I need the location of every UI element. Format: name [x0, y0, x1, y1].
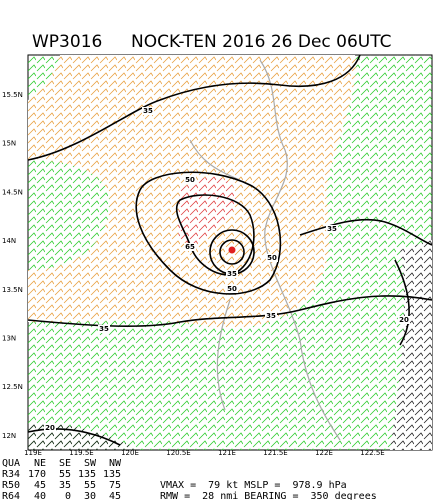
table-cell: 75 [109, 480, 121, 491]
table-cell: 45 [34, 480, 46, 491]
contour-label: 35 [99, 325, 109, 333]
lon-label: 120E [121, 449, 139, 457]
contour-line [27, 428, 121, 446]
lon-label: 119.5E [69, 449, 93, 457]
contour-label: 35 [327, 225, 337, 233]
contour-label: 50 [267, 254, 277, 262]
contour-label-bg [266, 254, 278, 262]
contour-label: 65 [185, 243, 195, 251]
contour-line [394, 259, 410, 346]
lon-label: 122E [315, 449, 333, 457]
table-header: NE [34, 458, 46, 469]
contour-label-bg [44, 424, 56, 432]
contour-line [27, 54, 361, 161]
contour-label: 35 [266, 312, 276, 320]
lat-label: 15N [2, 140, 16, 148]
table-cell: 135 [78, 469, 96, 480]
rmw-line: RMW = 28 nmi BEARING = 350 degrees [160, 491, 377, 500]
table-header: SE [59, 458, 71, 469]
wind-field-red [177, 176, 236, 245]
table-cell: 135 [103, 469, 121, 480]
contour-labels: 35 50 65 35 50 50 35 35 35 20 20 [44, 107, 410, 432]
contour-label-bg [398, 316, 410, 324]
table-header: QUA [2, 458, 20, 469]
contour-label-bg [326, 225, 338, 233]
contour-label-bg [184, 176, 196, 184]
contour-line [299, 218, 433, 246]
contour-label: 20 [45, 424, 55, 432]
storm-center [228, 246, 236, 254]
lon-label: 122.5E [360, 449, 384, 457]
table-cell: 30 [84, 491, 96, 500]
vmax-line: VMAX = 79 kt MSLP = 978.9 hPa [160, 480, 347, 491]
contour-label: 20 [399, 316, 409, 324]
table-cell: R34 [2, 469, 20, 480]
contour-label: 50 [185, 176, 195, 184]
wind-field-black [390, 240, 432, 450]
contour-line [219, 239, 245, 265]
lon-label: 121.5E [263, 449, 287, 457]
contour-label-bg [226, 285, 238, 293]
table-header: SW [84, 458, 97, 469]
title: NOCK-TEN 2016 26 Dec 06UTC [131, 32, 392, 52]
lat-label: 14N [2, 237, 16, 245]
lat-labels: 15.5N 15N 14.5N 14N 13.5N 13N 12.5N 12N [2, 91, 23, 440]
lon-labels: 119E 119.5E 120E 120.5E 121E 121.5E 122E 122.5E [24, 449, 385, 457]
lon-label: 119E [24, 449, 42, 457]
contour-label-bg [142, 107, 154, 115]
table-cell: 35 [59, 480, 71, 491]
map [27, 54, 433, 451]
storm-id: WP3016 [32, 32, 102, 52]
contour-label-bg [98, 325, 110, 333]
table-cell: 55 [59, 469, 71, 480]
table-header: NW [109, 458, 122, 469]
lon-label: 120.5E [166, 449, 190, 457]
lat-label: 14.5N [2, 188, 23, 196]
table-cell: R64 [2, 491, 20, 500]
contour-label-bg [265, 312, 277, 320]
lon-label: 121E [218, 449, 236, 457]
contour-label-bg [184, 243, 196, 251]
lat-label: 13.5N [2, 286, 23, 294]
coastline [189, 59, 341, 441]
table-cell: 55 [84, 480, 96, 491]
table-cell: R50 [2, 480, 20, 491]
contour-label: 35 [227, 270, 237, 278]
lat-label: 12.5N [2, 383, 23, 391]
table-cell: 0 [65, 491, 71, 500]
contour-label: 35 [143, 107, 153, 115]
lat-label: 12N [2, 432, 16, 440]
table-cell: 170 [28, 469, 46, 480]
contour-line [135, 171, 282, 295]
lat-label: 15.5N [2, 91, 23, 99]
lat-label: 13N [2, 335, 16, 343]
table-cell: 45 [109, 491, 121, 500]
table-cell: 40 [34, 491, 46, 500]
contour-label: 50 [227, 285, 237, 293]
contour-label-bg [226, 270, 238, 278]
